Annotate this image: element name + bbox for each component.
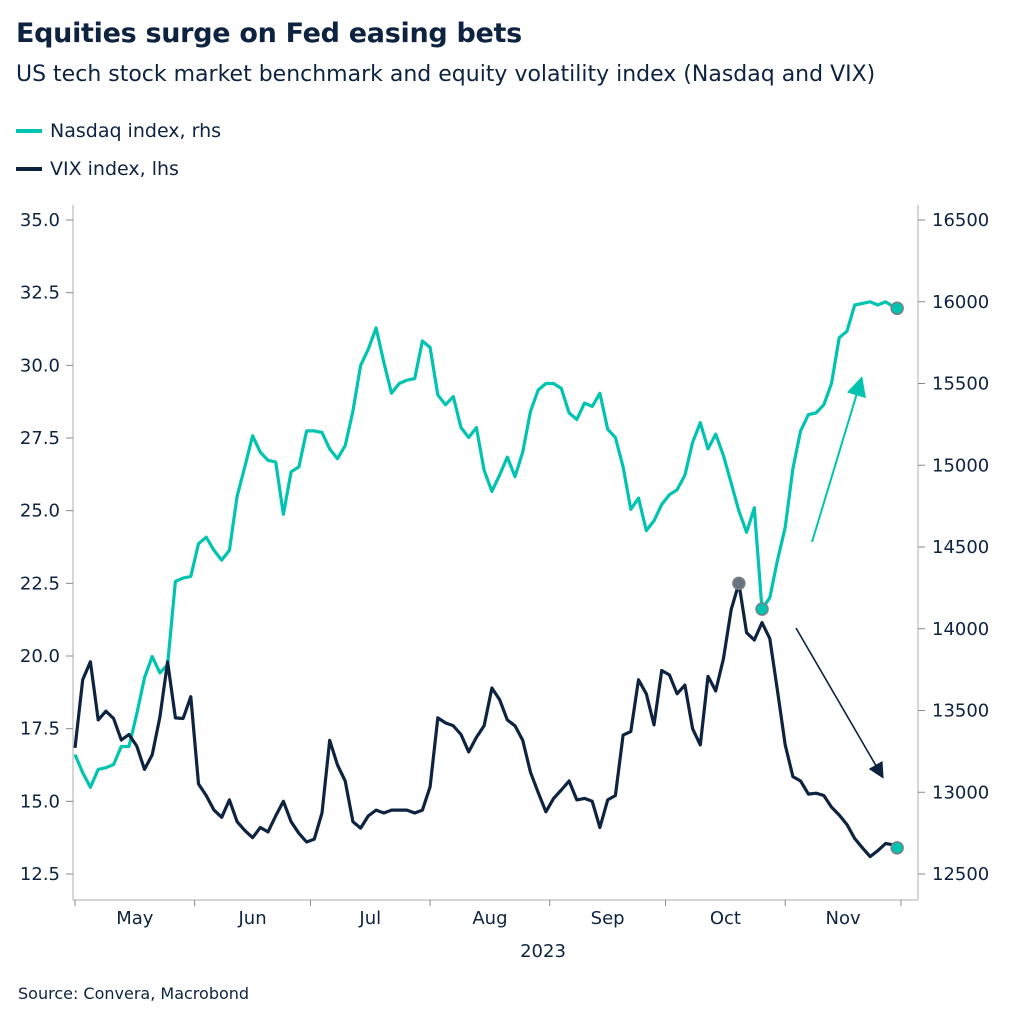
legend-swatch-vix (16, 167, 42, 171)
left-axis-tick-label: 17.5 (20, 719, 60, 740)
left-axis-tick-label: 15.0 (20, 791, 60, 812)
right-axis-tick-label: 14000 (932, 619, 989, 640)
left-axis-tick-label: 20.0 (20, 646, 60, 667)
x-axis-tick-label: Sep (591, 908, 625, 929)
right-axis-tick-label: 14500 (932, 537, 989, 558)
x-axis-tick-label: Jul (358, 908, 381, 929)
legend-swatch-nasdaq (16, 129, 42, 133)
right-axis-tick-label: 16000 (932, 292, 989, 313)
vix-series-line (73, 581, 899, 859)
left-axis-tick-label: 35.0 (20, 210, 60, 231)
right-axis-tick-label: 12500 (932, 864, 989, 885)
highlight-point-marker (890, 841, 904, 855)
x-year-label: 2023 (520, 941, 566, 962)
x-axis-tick-label: May (116, 908, 154, 929)
legend-label-vix: VIX index, lhs (50, 158, 179, 180)
highlight-point-marker (755, 602, 769, 616)
legend-label-nasdaq: Nasdaq index, rhs (50, 120, 222, 142)
right-axis-tick-label: 15500 (932, 374, 989, 395)
x-axis-tick-label: Oct (710, 908, 741, 929)
highlight-point-marker (732, 576, 746, 591)
right-axis-tick-label: 13500 (932, 701, 989, 722)
chart-title: Equities surge on Fed easing bets (16, 18, 522, 49)
up-arrow-annotation (811, 376, 866, 543)
chart-subtitle: US tech stock market benchmark and equit… (16, 62, 876, 87)
left-axis-tick-label: 32.5 (20, 283, 60, 304)
left-axis-tick-label: 22.5 (20, 573, 60, 594)
legend-item-nasdaq: Nasdaq index, rhs (16, 120, 221, 142)
highlight-point-marker (890, 301, 904, 316)
right-axis-tick-label: 15000 (932, 455, 989, 476)
source-note: Source: Convera, Macrobond (18, 984, 250, 1003)
right-axis-tick-label: 13000 (932, 782, 989, 803)
left-axis-tick-label: 12.5 (20, 864, 60, 885)
x-axis-tick-label: Aug (472, 908, 507, 929)
legend-item-vix: VIX index, lhs (16, 158, 179, 180)
left-axis-tick-label: 30.0 (20, 355, 60, 376)
x-axis-tick-label: Jun (237, 908, 266, 929)
x-axis-tick-label: Nov (826, 908, 861, 929)
left-axis-tick-label: 25.0 (20, 501, 60, 522)
right-axis-tick-label: 16500 (932, 210, 989, 231)
down-arrow-annotation (795, 627, 884, 779)
left-axis-tick-label: 27.5 (20, 428, 60, 449)
